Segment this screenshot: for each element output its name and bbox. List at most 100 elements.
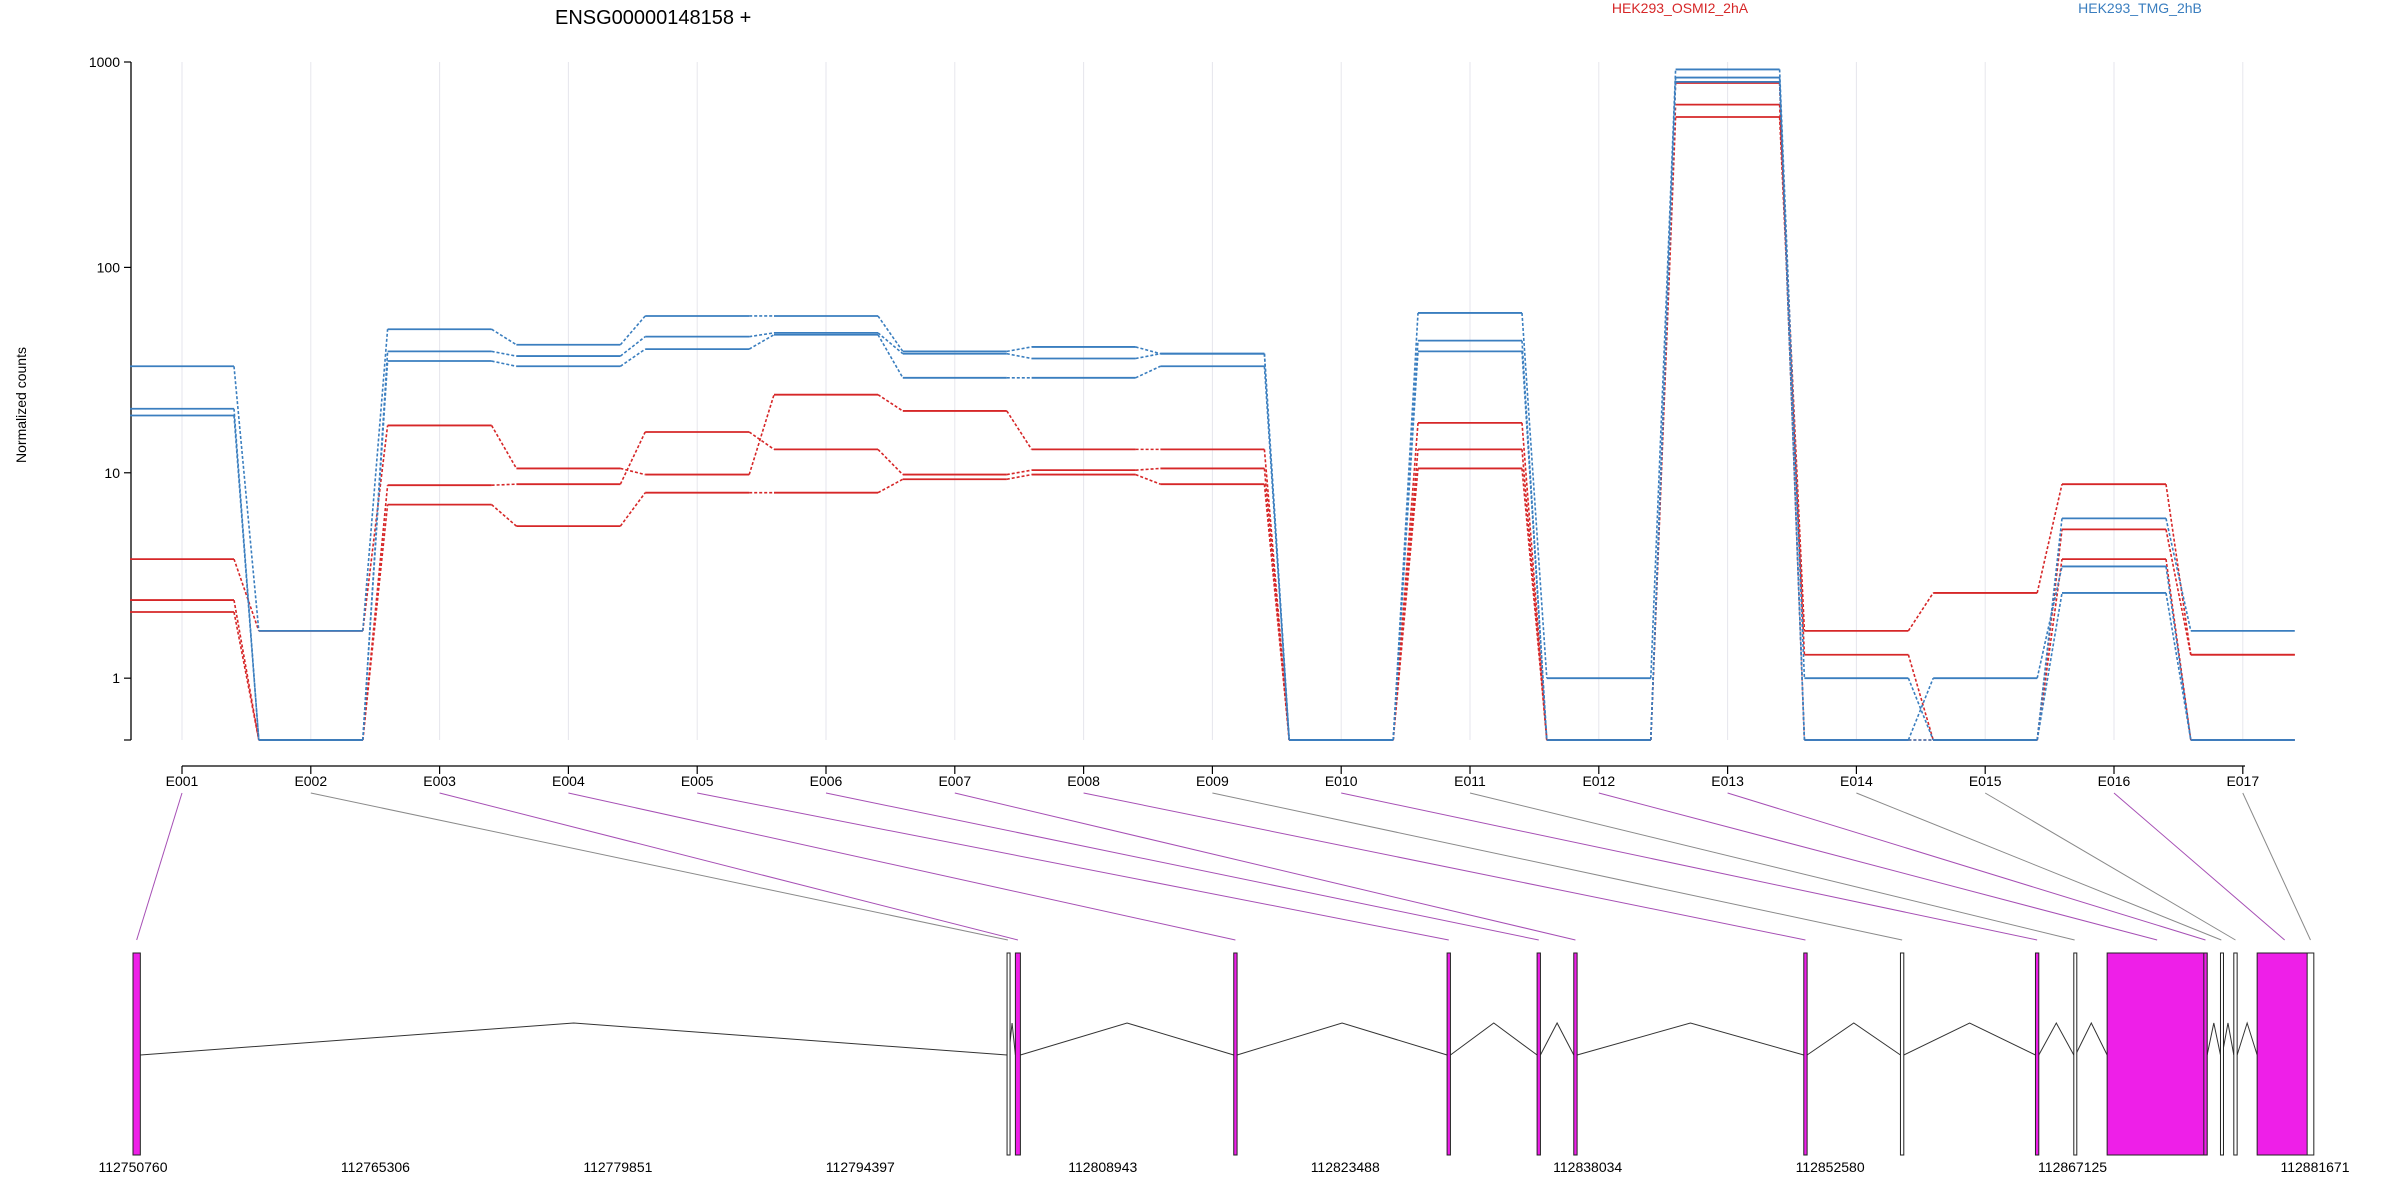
exon-box [1006,952,1011,1156]
exon-link [1907,592,1934,632]
exon-link [1907,677,1934,741]
exon-link [620,467,646,476]
gene-model [132,952,2315,1156]
intron [1539,1021,1575,1056]
exon-link [1392,449,1419,741]
exon-box [1446,952,1451,1156]
exon-connector [825,792,1539,941]
exon-link [362,504,389,741]
exon-connector [954,792,1576,941]
legend-entry-tmg: HEK293_TMG_2hB [2078,0,2202,16]
exon-link [2036,484,2063,594]
x-tick-label: E008 [1067,773,1100,789]
exon-link [748,394,775,475]
exon-link [1650,69,1677,679]
exon-box [1014,952,1021,1156]
exon-box [2219,952,2224,1156]
x-tick-label: E005 [681,773,714,789]
exon-link [2165,592,2192,741]
x-tick-label: E009 [1196,773,1229,789]
exon-link [362,485,389,741]
coordinate-label: 112750760 [98,1159,167,1175]
exon-link [1392,312,1419,741]
exon-link [491,350,517,357]
exon-link [748,334,775,350]
exon-link [233,558,260,632]
series-line-6 [130,81,2295,741]
intron [2236,1021,2258,1056]
x-tick-label: E016 [2098,773,2131,789]
exon-link [1263,484,1290,741]
y-tick-label: 100 [97,259,121,275]
y-tick-label: 10 [104,465,120,481]
exon-connector [1212,792,1903,941]
exon-link [491,483,517,487]
exon-link [2165,484,2192,655]
exon-connector [1598,792,2158,941]
coordinate-label: 112808943 [1068,1159,1137,1175]
exon-link [362,329,389,631]
exon-connector [1856,792,2222,941]
exon-link [1006,469,1032,476]
exon-link [491,328,517,346]
exon-link [1521,468,1548,741]
exon-link [1263,449,1290,741]
coordinate-label: 112881671 [2280,1159,2349,1175]
intron [2075,1021,2108,1056]
exon-box [2106,952,2208,1156]
y-axis: 1 10 100 1000 [89,54,132,741]
exon-box [1573,952,1578,1156]
intron [1903,1022,2036,1056]
exon-box [2306,952,2315,1156]
exon-connector [1727,792,2206,941]
exon-connector [310,792,1008,941]
exon-link [362,425,389,631]
y-tick-label: 1 [112,670,120,686]
exon-link [877,332,904,355]
coordinate-label: 112867125 [2038,1159,2107,1175]
exon-link [619,336,646,357]
exon-link [1521,312,1548,679]
exon-link [233,611,260,741]
x-tick-label: E014 [1840,773,1873,789]
exon-link [877,315,904,352]
intron [1450,1022,1538,1056]
exon-link [1392,468,1419,741]
exon-link [1006,473,1032,481]
exon-connector [1341,792,2038,941]
x-tick-label: E017 [2226,773,2259,789]
exon-link [2165,529,2192,655]
chart-title: ENSG00000148158 + [555,7,751,29]
exon-link [749,332,775,338]
exon-link [2165,518,2192,632]
x-tick-label: E004 [552,773,585,789]
exon-link [2036,518,2063,741]
coordinate-label: 112779851 [583,1159,652,1175]
intron [1236,1022,1448,1056]
coordinate-label: 112838034 [1553,1159,1622,1175]
intron [140,1022,1008,1056]
exon-box [132,952,141,1156]
exon-link [233,599,260,741]
legend-entry-osmi2: HEK293_OSMI2_2hA [1612,0,1749,16]
exon-box [2256,952,2313,1156]
exon-link [1006,410,1033,450]
x-tick-label: E013 [1711,773,1744,789]
exon-link [2165,566,2192,741]
y-axis-label: Normalized counts [13,347,29,463]
exon-connector [136,792,183,941]
exon-link [1907,654,1934,741]
exon-link [490,425,518,469]
exon-connector [1984,792,2236,941]
exon-connector [1083,792,1806,941]
exon-link [748,431,775,451]
exon-connector [439,792,1019,941]
exon-link [1392,351,1419,741]
vertical-gridlines [181,62,2244,740]
exon-connector [697,792,1449,941]
intron [2038,1021,2075,1056]
exon-connector [568,792,1236,941]
exon-box [2034,952,2040,1156]
intron [1806,1022,1901,1056]
exon-link [1135,352,1161,360]
